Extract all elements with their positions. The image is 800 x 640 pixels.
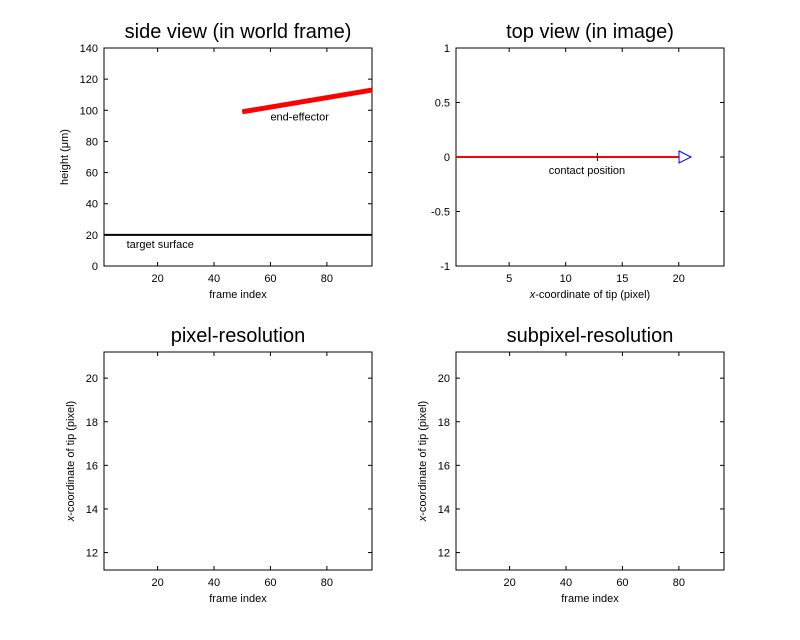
y-tick-label: 14 — [86, 504, 98, 516]
plot-frame — [103, 47, 373, 267]
chart-title: pixel-resolution — [171, 325, 306, 347]
y-tick-label: 14 — [438, 504, 450, 516]
chart-side: side view (in world frame) 20 40 60 80 0 20 40 6… — [59, 21, 373, 301]
chart-title: side view (in world frame) — [125, 21, 352, 43]
y-tick-label: 18 — [438, 417, 450, 429]
x-tick-label: 10 — [560, 273, 572, 285]
x-tick-label: 60 — [264, 273, 276, 285]
y-axis-label-rest: -coordinate of tip (pixel) — [417, 401, 429, 516]
y-tick-label: 0 — [92, 261, 98, 273]
x-tick-label: 20 — [503, 577, 515, 589]
x-tick-label: 20 — [673, 273, 685, 285]
annotation-contact_label: contact position — [549, 165, 625, 177]
plot-frame — [455, 351, 725, 571]
annotation-effector_label: end-effector — [270, 112, 329, 124]
y-tick-label: 40 — [86, 199, 98, 211]
y-tick-label: 18 — [86, 417, 98, 429]
x-axis-label: frame index — [561, 593, 619, 605]
y-tick-label: 12 — [86, 548, 98, 560]
y-axis-label: height (μm) — [59, 129, 71, 185]
x-tick-label: 60 — [616, 577, 628, 589]
x-tick-label: 80 — [321, 273, 333, 285]
y-tick-label: 120 — [80, 74, 98, 86]
y-tick-label: 16 — [438, 460, 450, 472]
annotation-surface_label: target surface — [127, 239, 194, 251]
x-axis-label-var: x — [529, 289, 536, 301]
y-tick-label: 100 — [80, 105, 98, 117]
x-tick-label: 15 — [616, 273, 628, 285]
chart-title: top view (in image) — [506, 21, 674, 43]
x-axis-label-rest: -coordinate of tip (pixel) — [535, 289, 650, 301]
y-tick-label: -0.5 — [431, 207, 450, 219]
y-axis-label-var: x — [417, 515, 429, 522]
chart-pixel: pixel-resolution 20 40 60 80 12 14 16 18 20 frame … — [65, 325, 373, 605]
y-axis-label: x-coordinate of tip (pixel) — [417, 401, 429, 522]
x-axis-label: x-coordinate of tip (pixel) — [529, 289, 650, 301]
x-tick-label: 40 — [560, 577, 572, 589]
y-tick-label: 140 — [80, 43, 98, 55]
x-tick-label: 60 — [264, 577, 276, 589]
y-tick-label: 16 — [86, 460, 98, 472]
chart-title: subpixel-resolution — [507, 325, 674, 347]
x-tick-label: 20 — [151, 273, 163, 285]
chart-subpixel: subpixel-resolution 20 40 60 80 12 14 16 18 20 fra… — [417, 325, 725, 605]
y-tick-label: 20 — [438, 373, 450, 385]
y-tick-label: -1 — [440, 261, 450, 273]
y-tick-label: 60 — [86, 168, 98, 180]
x-tick-label: 40 — [208, 577, 220, 589]
x-tick-label: 40 — [208, 273, 220, 285]
marker-tip — [678, 150, 693, 164]
y-tick-label: 20 — [86, 230, 98, 242]
y-axis-label-var: x — [65, 515, 77, 522]
y-tick-label: 80 — [86, 136, 98, 148]
y-tick-label: 0.5 — [435, 98, 450, 110]
x-tick-label: 80 — [673, 577, 685, 589]
x-axis-label: frame index — [209, 289, 267, 301]
x-tick-label: 80 — [321, 577, 333, 589]
x-axis-label: frame index — [209, 593, 267, 605]
series-line-effector — [241, 87, 373, 115]
chart-top: top view (in image) 5 10 15 20 -1 -0.5 0 0.5 1 x-c… — [431, 21, 725, 301]
y-tick-label: 20 — [86, 373, 98, 385]
y-axis-label: x-coordinate of tip (pixel) — [65, 401, 77, 522]
y-tick-label: 0 — [444, 152, 450, 164]
x-tick-label: 20 — [151, 577, 163, 589]
y-tick-label: 12 — [438, 548, 450, 560]
x-tick-label: 5 — [506, 273, 512, 285]
plot-frame — [103, 351, 373, 571]
y-tick-label: 1 — [444, 43, 450, 55]
y-axis-label-rest: -coordinate of tip (pixel) — [65, 401, 77, 516]
